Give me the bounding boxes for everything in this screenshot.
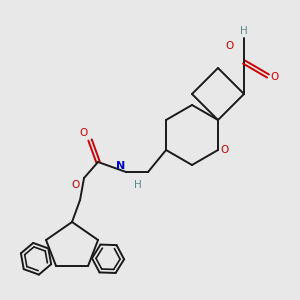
Text: O: O — [72, 180, 80, 190]
Text: O: O — [220, 145, 228, 155]
Text: N: N — [116, 161, 125, 171]
Text: O: O — [270, 72, 278, 82]
Text: H: H — [134, 180, 142, 190]
Text: H: H — [240, 26, 248, 36]
Text: O: O — [226, 41, 234, 51]
Text: O: O — [80, 128, 88, 138]
